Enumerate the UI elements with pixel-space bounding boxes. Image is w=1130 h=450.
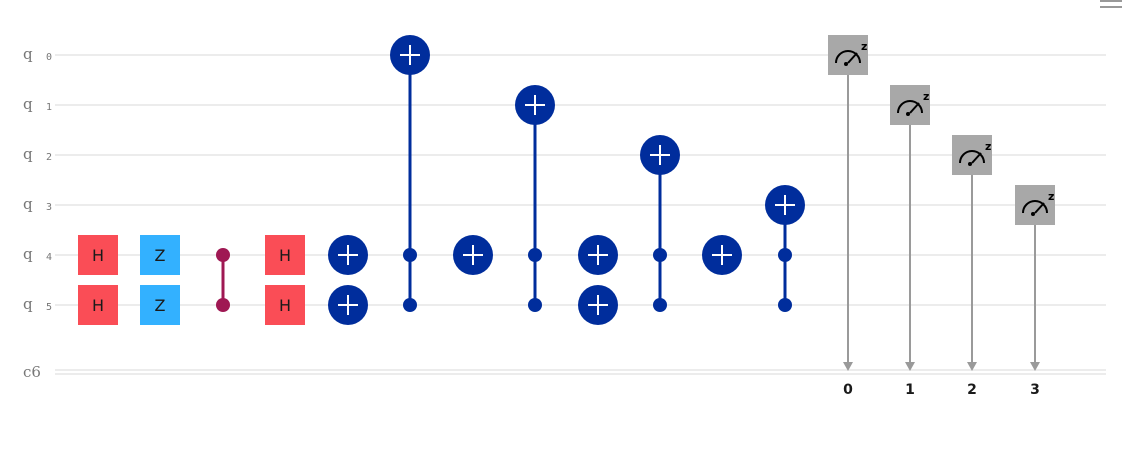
qubit-label: q xyxy=(23,45,33,63)
measure-gate[interactable]: z0 xyxy=(828,35,868,398)
control-dot xyxy=(653,298,667,312)
meter-needle xyxy=(847,52,858,64)
z-gate[interactable]: Z xyxy=(140,235,180,275)
measure-basis: z xyxy=(923,90,929,103)
gate-label: H xyxy=(92,296,104,315)
z-gate[interactable]: Z xyxy=(140,285,180,325)
measure-gate[interactable]: z3 xyxy=(1015,185,1055,398)
gate-box xyxy=(140,285,180,325)
cnot-target-icon[interactable] xyxy=(328,285,368,325)
control-dot xyxy=(403,298,417,312)
gate-box xyxy=(265,285,305,325)
classical-bit-label: 1 xyxy=(905,382,915,398)
control-dot xyxy=(528,248,542,262)
qubit-index: 3 xyxy=(46,202,52,213)
gate-label: H xyxy=(92,246,104,265)
meter-pivot xyxy=(844,62,848,66)
measure-box xyxy=(952,135,992,175)
measure-arrowhead xyxy=(1030,362,1040,371)
qubit-label: q xyxy=(23,245,33,263)
hamburger-menu-icon[interactable] xyxy=(1100,0,1122,12)
measure-basis: z xyxy=(1048,190,1054,203)
meter-icon xyxy=(959,150,985,166)
wires xyxy=(55,54,1106,375)
h-gate[interactable]: H xyxy=(78,285,118,325)
control-dot xyxy=(778,248,792,262)
gate-box xyxy=(78,285,118,325)
meter-icon xyxy=(1022,200,1048,216)
classical-bit-label: 0 xyxy=(843,382,853,398)
h-gate[interactable]: H xyxy=(265,235,305,275)
meter-arc xyxy=(835,50,861,64)
control-dot xyxy=(778,298,792,312)
measure-basis: z xyxy=(861,40,867,53)
toffoli-gate[interactable] xyxy=(403,55,417,312)
qubit-index: 5 xyxy=(46,302,52,313)
measure-arrowhead xyxy=(967,362,977,371)
classical-bit-label: 2 xyxy=(967,382,977,398)
gate-box xyxy=(265,235,305,275)
gate-label: Z xyxy=(155,296,166,315)
cz-gate[interactable] xyxy=(216,248,230,312)
measure-arrowhead xyxy=(843,362,853,371)
gate-label: Z xyxy=(155,246,166,265)
control-dot xyxy=(403,248,417,262)
measure-gate[interactable]: z1 xyxy=(890,85,930,398)
meter-pivot xyxy=(906,112,910,116)
qubit-label: q xyxy=(23,95,33,113)
measure-box xyxy=(828,35,868,75)
meter-icon xyxy=(835,50,861,66)
register-labels: q 0 q 1 q 2 q 3 q 4 q 5 c6 xyxy=(23,45,52,381)
toffoli-gate[interactable] xyxy=(653,155,667,312)
toffoli-gate[interactable] xyxy=(528,105,542,312)
qubit-label: q xyxy=(23,195,33,213)
meter-needle xyxy=(1034,202,1045,214)
measure-box xyxy=(890,85,930,125)
measure-box xyxy=(1015,185,1055,225)
gate-box xyxy=(78,235,118,275)
meter-arc xyxy=(897,100,923,114)
qubit-label: q xyxy=(23,145,33,163)
cz-control-dot xyxy=(216,248,230,262)
qubit-index: 4 xyxy=(46,252,52,263)
cnot-target-icon[interactable] xyxy=(453,235,493,275)
gate-label: H xyxy=(279,296,291,315)
h-gate[interactable]: H xyxy=(265,285,305,325)
cnot-target-icon[interactable] xyxy=(328,235,368,275)
cnot-target-icon[interactable] xyxy=(578,235,618,275)
meter-arc xyxy=(959,150,985,164)
h-gate[interactable]: H xyxy=(78,235,118,275)
cnot-target-icon[interactable] xyxy=(702,235,742,275)
cz-control-dot xyxy=(216,298,230,312)
gate-box xyxy=(140,235,180,275)
qubit-label: q xyxy=(23,295,33,313)
control-dot xyxy=(653,248,667,262)
measure-gate[interactable]: z2 xyxy=(952,135,992,398)
cnot-target-icon[interactable] xyxy=(390,35,430,75)
meter-pivot xyxy=(968,162,972,166)
control-dot xyxy=(528,298,542,312)
cnot-target-icon[interactable] xyxy=(515,85,555,125)
cnot-target-icon[interactable] xyxy=(578,285,618,325)
qubit-index: 2 xyxy=(46,152,52,163)
measure-arrowhead xyxy=(905,362,915,371)
classical-register-label: c6 xyxy=(23,363,41,381)
qubit-index: 1 xyxy=(46,102,52,113)
meter-arc xyxy=(1022,200,1048,214)
measure-basis: z xyxy=(985,140,991,153)
meter-needle xyxy=(909,102,920,114)
cnot-target-icon[interactable] xyxy=(765,185,805,225)
gate-label: H xyxy=(279,246,291,265)
classical-bit-label: 3 xyxy=(1030,382,1040,398)
meter-pivot xyxy=(1031,212,1035,216)
meter-icon xyxy=(897,100,923,116)
cnot-target-icon[interactable] xyxy=(640,135,680,175)
qubit-index: 0 xyxy=(46,52,52,63)
meter-needle xyxy=(971,152,982,164)
